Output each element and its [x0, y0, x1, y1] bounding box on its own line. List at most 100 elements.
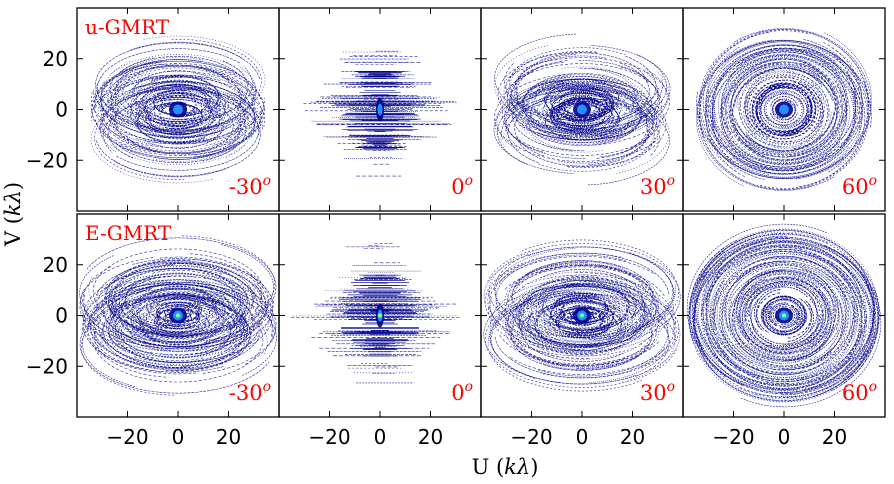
uv-track: [556, 84, 614, 117]
uv-track: [107, 96, 173, 159]
uv-track: [566, 82, 667, 168]
uv-track: [698, 111, 870, 190]
uv-track: [527, 297, 637, 339]
uv-track: [150, 76, 220, 114]
declination-label: -30o: [229, 173, 271, 199]
uv-track: [93, 63, 236, 149]
uv-track: [108, 278, 248, 338]
uv-track: [518, 290, 595, 355]
uv-track: [757, 103, 843, 162]
uv-track: [782, 97, 817, 140]
uv-track: [156, 303, 200, 318]
x-tick-label: −20: [308, 425, 350, 449]
uv-track: [170, 305, 193, 312]
uv-track: [765, 96, 797, 126]
uv-track: [130, 315, 226, 344]
uv-track: [98, 321, 252, 366]
uv-track: [749, 79, 819, 135]
uv-track: [136, 292, 217, 328]
uv-track: [537, 264, 656, 334]
uv-track: [739, 111, 832, 154]
uv-track: [721, 83, 847, 170]
uv-track: [536, 91, 561, 124]
uv-track: [739, 279, 805, 354]
uv-track: [113, 283, 180, 341]
uv-track: [717, 84, 841, 164]
panel-u-gmrt-dec-0: 0o: [278, 7, 482, 212]
uv-track: [724, 261, 783, 364]
uv-track: [780, 81, 817, 137]
uv-track: [745, 68, 822, 86]
uv-track: [499, 334, 660, 366]
uv-track: [760, 95, 807, 130]
uv-track: [110, 275, 197, 343]
uv-track: [722, 277, 849, 376]
uv-track: [569, 276, 646, 341]
uv-track: [716, 253, 848, 364]
uv-track: [702, 241, 849, 372]
uv-track: [733, 276, 811, 359]
uv-track: [779, 253, 866, 393]
uv-track: [101, 88, 255, 138]
uv-track: [744, 76, 762, 128]
uv-track: [133, 70, 213, 96]
uv-track: [588, 101, 648, 165]
uv-track: [589, 317, 669, 383]
uv-track: [765, 303, 802, 332]
uv-track: [498, 252, 670, 295]
uv-track: [725, 57, 811, 116]
uv-track: [745, 97, 823, 147]
uv-track: [721, 49, 847, 136]
uv-track: [135, 92, 225, 135]
uv-track: [165, 302, 273, 363]
uv-track: [751, 79, 786, 122]
uv-track: [771, 104, 795, 121]
panel-u-gmrt-dec--30: u-GMRT -30o: [76, 7, 280, 212]
uv-track: [574, 298, 621, 333]
uv-track: [711, 71, 736, 165]
uv-track: [736, 260, 847, 301]
uv-track: [797, 80, 824, 145]
uv-track: [128, 273, 241, 337]
uv-track: [102, 279, 210, 347]
uv-track: [163, 319, 186, 326]
uv-track: [590, 68, 636, 105]
uv-track: [94, 60, 261, 109]
uv-track: [714, 256, 795, 328]
uv-track: [694, 241, 765, 350]
uv-track: [545, 100, 620, 137]
uv-track: [516, 65, 544, 115]
uv-track: [110, 65, 224, 134]
uv-track: [732, 39, 863, 175]
uv-track: [707, 47, 863, 173]
uv-track: [771, 93, 803, 123]
panel-e-gmrt-dec-0: 0o: [278, 213, 482, 418]
uv-track: [133, 306, 222, 332]
uv-track: [570, 304, 595, 310]
uv-track: [771, 66, 841, 108]
x-tick-labels: −20 0 20 −20 0 20 −20 0 20 −20 0 20: [106, 425, 847, 449]
uv-track: [566, 88, 665, 124]
uv-track: [736, 65, 829, 108]
uv-track: [169, 91, 213, 127]
uv-track: [83, 268, 191, 329]
uv-track: [706, 248, 818, 381]
uv-track: [754, 83, 821, 145]
uv-track: [832, 47, 870, 167]
uv-track: [713, 280, 772, 374]
uv-track: [546, 305, 617, 324]
uv-track: [603, 95, 628, 128]
uv-track: [748, 49, 856, 175]
uv-track: [543, 298, 590, 333]
uv-track: [126, 66, 253, 122]
uv-track: [756, 94, 799, 134]
uv-track: [744, 281, 802, 341]
uv-track: [538, 98, 656, 172]
uv-track: [511, 264, 593, 334]
uv-track: [779, 314, 799, 329]
uv-track: [794, 286, 818, 333]
uv-track: [745, 107, 824, 144]
uv-track: [94, 127, 185, 180]
uv-track: [122, 64, 231, 108]
x-tick-label: 0: [778, 425, 791, 449]
